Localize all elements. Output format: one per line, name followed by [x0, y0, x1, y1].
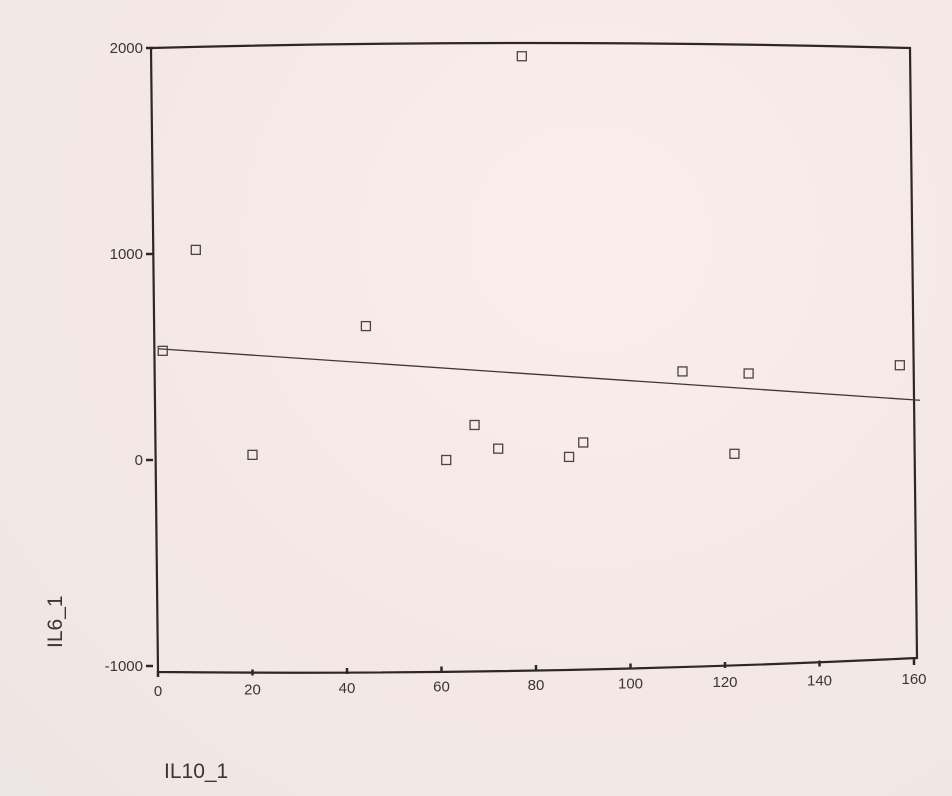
data-point	[729, 448, 740, 459]
data-point	[493, 443, 504, 454]
data-point	[190, 244, 201, 256]
x-tick-label: 80	[528, 677, 545, 694]
y-tick-label: 1000	[110, 246, 143, 263]
data-point	[157, 345, 168, 356]
x-axis-title: IL10_1	[164, 760, 228, 783]
y-tick-label: -1000	[105, 658, 143, 675]
x-tick-label: 20	[244, 682, 261, 699]
data-point	[578, 437, 589, 448]
y-axis-ticks: 2000 1000 0 -1000	[105, 40, 153, 675]
x-axis-ticks: 0 20 40 60 80 100 120 140 160	[154, 659, 927, 700]
fit-line-layer	[157, 348, 921, 401]
data-point	[247, 449, 258, 461]
x-tick-label: 0	[154, 683, 162, 700]
y-tick-label: 2000	[110, 40, 143, 57]
y-tick-label: 0	[135, 452, 143, 469]
data-point	[563, 451, 575, 463]
x-tick-label: 40	[339, 680, 356, 697]
data-point	[894, 360, 905, 371]
data-point	[516, 51, 527, 62]
x-tick-label: 160	[901, 671, 926, 688]
data-point	[360, 320, 372, 332]
data-points	[157, 51, 905, 466]
y-axis-title: IL6_1	[44, 595, 67, 648]
data-point	[469, 419, 480, 431]
fit-line	[157, 348, 921, 401]
x-tick-label: 140	[807, 673, 832, 690]
data-point	[441, 454, 452, 466]
plot-frame	[149, 41, 919, 674]
x-tick-label: 60	[433, 679, 450, 696]
data-point	[743, 368, 754, 379]
x-tick-label: 100	[618, 676, 643, 693]
x-tick-label: 120	[712, 674, 737, 691]
data-point	[677, 366, 688, 377]
